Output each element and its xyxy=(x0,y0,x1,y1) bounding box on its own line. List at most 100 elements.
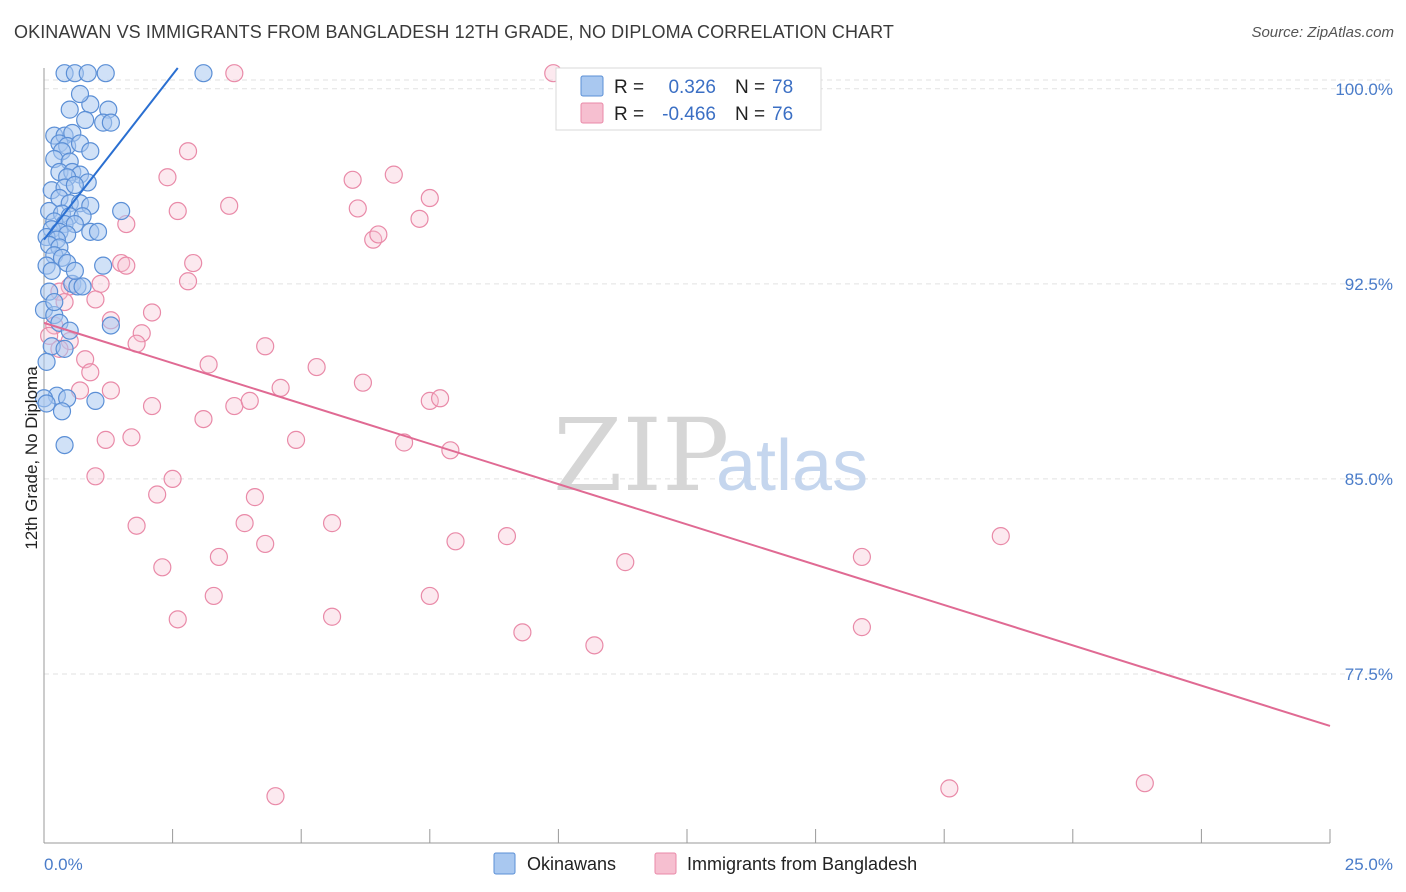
okinawan-point xyxy=(42,261,61,280)
legend-n-value-okinawan: 78 xyxy=(772,77,793,98)
bangladesh-point xyxy=(286,430,306,449)
y-tick-labels: 100.0% 92.5% 85.0% 77.5% xyxy=(1335,80,1393,684)
y-tick-label: 85.0% xyxy=(1345,470,1393,489)
bangladesh-point xyxy=(420,586,439,606)
bangladesh-point xyxy=(86,467,105,486)
okinawan-point xyxy=(96,64,115,83)
bangladesh-point xyxy=(322,607,342,626)
legend-r-label-bangladesh: R = xyxy=(614,104,644,125)
okinawan-point xyxy=(37,394,56,413)
bangladesh-legend-swatch xyxy=(580,102,604,124)
bangladesh-point xyxy=(307,357,326,377)
correlation-legend: R = 0.326 N = 78 R = -0.466 N = 76 xyxy=(555,67,822,131)
source-label: Source: ZipAtlas.com xyxy=(1251,24,1394,41)
series-legend: Okinawans Immigrants from Bangladesh xyxy=(493,852,917,875)
bangladesh-point xyxy=(168,610,187,629)
bangladesh-point xyxy=(420,188,439,208)
bangladesh-point xyxy=(271,378,290,397)
bangladesh-point xyxy=(497,527,517,546)
legend-n-label-bangladesh: N = xyxy=(735,104,765,125)
bangladesh-point xyxy=(256,337,275,356)
bangladesh-points xyxy=(40,64,1154,806)
bangladesh-point xyxy=(585,636,604,655)
bangladesh-point xyxy=(852,547,871,567)
x-tick-labels: 0.0% 25.0% xyxy=(44,855,1393,874)
bangladesh-point xyxy=(127,516,146,535)
y-tick-label: 92.5% xyxy=(1345,275,1393,294)
bangladesh-point xyxy=(852,618,871,637)
legend-r-value-okinawan: 0.326 xyxy=(668,77,716,98)
bangladesh-point xyxy=(117,256,136,275)
okinawan-point xyxy=(101,316,120,335)
legend-r-label-okinawan: R = xyxy=(614,77,644,98)
bangladesh-point xyxy=(430,389,450,408)
legend-n-value-bangladesh: 76 xyxy=(772,104,793,125)
bangladesh-point xyxy=(394,433,414,452)
okinawan-point xyxy=(65,175,84,195)
bangladesh-point xyxy=(96,430,115,449)
okinawan-point xyxy=(52,402,72,421)
bangladesh-point xyxy=(384,165,403,184)
bangladesh-point xyxy=(81,363,100,382)
okinawan-point xyxy=(55,435,74,455)
bangladesh-point xyxy=(153,558,172,577)
okinawan-legend-swatch xyxy=(580,75,604,97)
watermark-atlas-text: atlas xyxy=(716,426,868,506)
bangladesh-point xyxy=(343,170,362,189)
okinawans-legend-swatch xyxy=(493,852,516,875)
y-axis-label: 12th Grade, No Diploma xyxy=(22,366,41,550)
y-tick-label: 77.5% xyxy=(1345,665,1393,684)
legend-r-value-bangladesh: -0.466 xyxy=(662,104,716,125)
bangladesh-point xyxy=(266,787,285,806)
bangladesh-point xyxy=(225,64,244,83)
watermark-zip-text: ZIP xyxy=(553,397,729,514)
bangladesh-point xyxy=(132,324,151,343)
bangladesh-point xyxy=(142,303,162,322)
bangladesh-point xyxy=(163,469,182,489)
bangladesh-legend-swatch-bottom xyxy=(654,852,677,875)
bangladesh-point xyxy=(148,485,167,504)
trend-lines xyxy=(43,67,1331,727)
bangladesh-point xyxy=(178,272,198,291)
bangladesh-point xyxy=(122,428,141,447)
bangladesh-point xyxy=(322,514,342,533)
legend-n-label-okinawan: N = xyxy=(735,77,765,98)
bangladesh-trend-line xyxy=(43,321,1331,727)
bangladesh-point xyxy=(353,373,373,392)
bangladesh-point xyxy=(446,532,465,551)
okinawan-point xyxy=(94,256,113,275)
bangladesh-point xyxy=(142,396,162,416)
bangladesh-point xyxy=(225,396,244,416)
okinawan-point xyxy=(76,110,95,130)
bangladesh-point xyxy=(235,514,254,533)
okinawan-point xyxy=(70,84,90,104)
okinawan-point xyxy=(81,142,100,161)
bangladesh-point xyxy=(101,381,120,400)
okinawan-point xyxy=(112,201,131,221)
x-tick-label: 25.0% xyxy=(1345,855,1393,874)
okinawan-points xyxy=(34,64,213,455)
bangladesh-point xyxy=(240,391,259,410)
bangladesh-point xyxy=(112,253,131,273)
bangladesh-point xyxy=(168,201,187,221)
bangladesh-point xyxy=(158,168,177,187)
chart-title: OKINAWAN VS IMMIGRANTS FROM BANGLADESH 1… xyxy=(14,22,895,42)
bangladesh-point xyxy=(204,586,223,606)
bangladesh-point xyxy=(209,547,228,567)
axes xyxy=(43,68,1331,844)
bangladesh-point xyxy=(91,274,110,293)
okinawan-point xyxy=(65,261,84,280)
bangladesh-point xyxy=(178,142,198,161)
bangladesh-point xyxy=(1135,774,1154,793)
bangladesh-point xyxy=(184,253,203,273)
bangladesh-point xyxy=(940,779,959,798)
bangladesh-point xyxy=(256,534,275,554)
okinawan-point xyxy=(101,113,120,132)
bangladesh-point xyxy=(194,409,213,429)
bangladesh-point xyxy=(410,209,429,228)
bangladesh-point xyxy=(369,225,388,244)
bangladesh-point xyxy=(513,623,532,642)
bangladesh-point xyxy=(86,290,105,309)
okinawan-point xyxy=(73,277,92,296)
